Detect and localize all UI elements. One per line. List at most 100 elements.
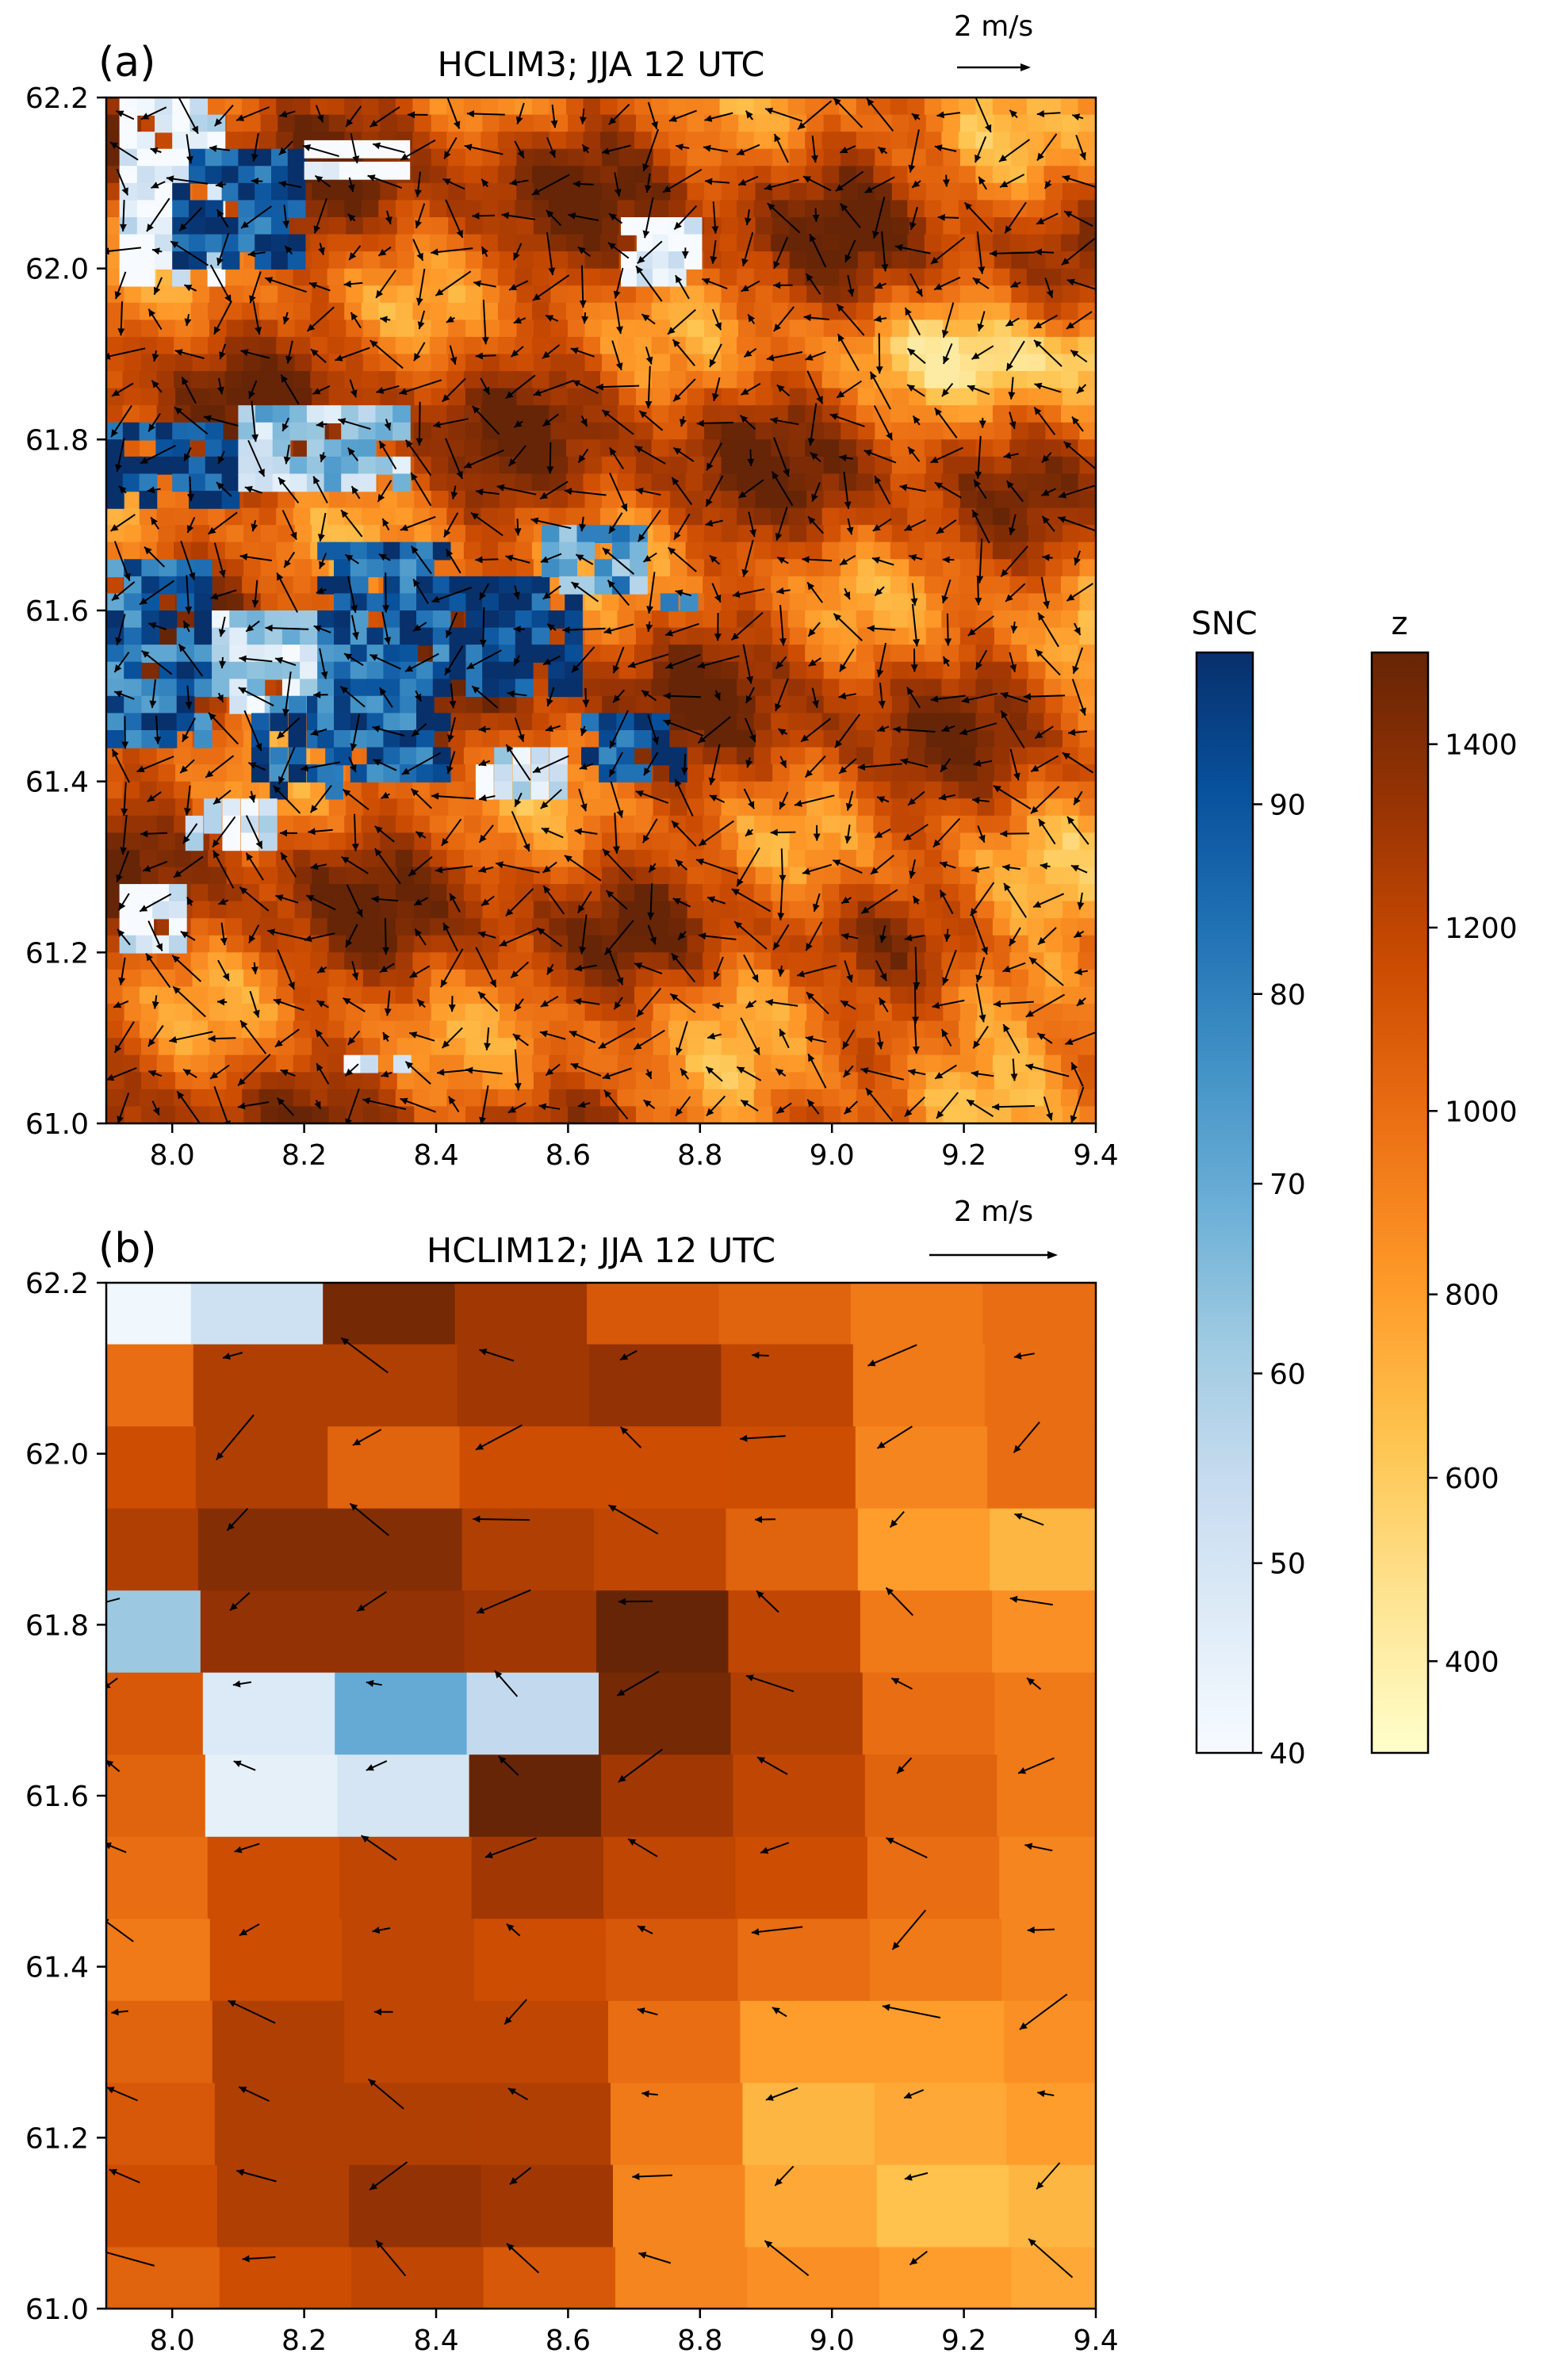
snow-cell [400, 747, 418, 766]
heatmap-cell [431, 217, 450, 235]
snow-cell [119, 268, 138, 287]
heatmap-cell [190, 884, 209, 902]
snow-cell [122, 422, 141, 441]
heatmap-cell [771, 302, 789, 321]
heatmap-cell [156, 371, 175, 389]
heatmap-cell [1061, 336, 1079, 355]
heatmap-cell [925, 422, 944, 441]
heatmap-cell [617, 610, 636, 629]
snow-cell [684, 251, 703, 270]
heatmap-cell [924, 200, 943, 219]
snow-cell [341, 473, 359, 492]
heatmap-cell [482, 320, 501, 339]
heatmap-cell [294, 1106, 313, 1123]
wind-arrow [446, 98, 461, 129]
wind-arrow [676, 143, 690, 151]
snow-cell [240, 815, 259, 834]
heatmap-cell [670, 148, 688, 167]
heatmap-cell [924, 302, 943, 321]
heatmap-cell [839, 234, 857, 253]
heatmap-cell [771, 781, 789, 800]
heatmap-cell [977, 627, 996, 646]
heatmap-cell [1078, 473, 1096, 492]
heatmap-cell [362, 182, 381, 201]
heatmap-cell [174, 849, 192, 868]
heatmap-cell [584, 1004, 603, 1022]
wind-arrow [743, 347, 757, 358]
snow-cell [119, 148, 138, 167]
heatmap-cell [602, 798, 620, 817]
heatmap-cell [977, 456, 996, 475]
heatmap-cell [1079, 627, 1096, 646]
heatmap-cell [602, 969, 620, 988]
heatmap-cell [175, 1106, 193, 1123]
snow-cell [499, 576, 517, 595]
snow-cell [189, 473, 207, 492]
snow-cell [531, 610, 550, 629]
heatmap-cell [875, 764, 893, 782]
snow-cell [207, 268, 226, 287]
heatmap-cell [856, 849, 875, 868]
snow-cell [494, 781, 512, 800]
heatmap-cell [909, 1106, 927, 1123]
heatmap-cell [737, 405, 755, 423]
heatmap-cell [566, 713, 584, 732]
wind-arrow [213, 105, 234, 127]
wind-arrow [833, 98, 863, 128]
heatmap-cell [1045, 1106, 1064, 1123]
heatmap-cell [327, 336, 346, 355]
heatmap-cell [446, 986, 465, 1005]
heatmap-cell [634, 679, 653, 698]
heatmap-cell [396, 1072, 415, 1091]
heatmap-cell [1079, 1072, 1096, 1091]
heatmap-cell [482, 1004, 501, 1022]
snow-cell [475, 764, 494, 782]
heatmap-cell [482, 491, 501, 509]
heatmap-cell [738, 764, 756, 782]
snow-cell [416, 627, 435, 646]
heatmap-cell [346, 1004, 364, 1022]
heatmap-cell [1063, 730, 1081, 748]
heatmap-cell [549, 1089, 568, 1108]
heatmap-cell [719, 610, 738, 629]
snow-cell [205, 473, 224, 492]
snow-cell [155, 251, 173, 270]
heatmap-cell [823, 1072, 842, 1091]
snow-cell [259, 815, 278, 834]
heatmap-cell [584, 456, 603, 475]
snow-cell [176, 576, 195, 595]
heatmap-cell [875, 798, 893, 817]
wind-arrow [370, 339, 404, 369]
heatmap-cell [482, 559, 501, 578]
heatmap-cell [465, 525, 484, 543]
heatmap-cell [312, 593, 330, 612]
heatmap-cell [721, 217, 740, 235]
heatmap-cell [226, 969, 245, 988]
snow-cell [366, 661, 385, 680]
heatmap-cell [412, 1089, 431, 1108]
heatmap-cell [1028, 832, 1047, 851]
heatmap-cell [566, 405, 584, 423]
snow-cell [548, 645, 567, 663]
heatmap-cell [943, 867, 961, 886]
heatmap-cell [1011, 388, 1030, 407]
heatmap-cell [1061, 918, 1079, 936]
wind-arrow [446, 316, 455, 323]
snow-cell [416, 541, 435, 561]
heatmap-cell [994, 867, 1013, 886]
heatmap-cell [651, 439, 670, 458]
snow-cell [189, 217, 207, 235]
wind-arrow [1036, 133, 1058, 162]
heatmap-cell [600, 98, 618, 116]
heatmap-cell [242, 1020, 260, 1039]
heatmap-cell [653, 1038, 672, 1056]
heatmap-cell [994, 456, 1013, 475]
heatmap-cell [958, 541, 977, 561]
snow-cell [189, 422, 207, 441]
heatmap-cell [772, 593, 791, 612]
heatmap-cell [327, 1054, 346, 1073]
heatmap-cell [772, 148, 791, 167]
heatmap-cell [549, 507, 568, 526]
heatmap-cell [549, 952, 568, 971]
heatmap-cell [378, 98, 396, 116]
